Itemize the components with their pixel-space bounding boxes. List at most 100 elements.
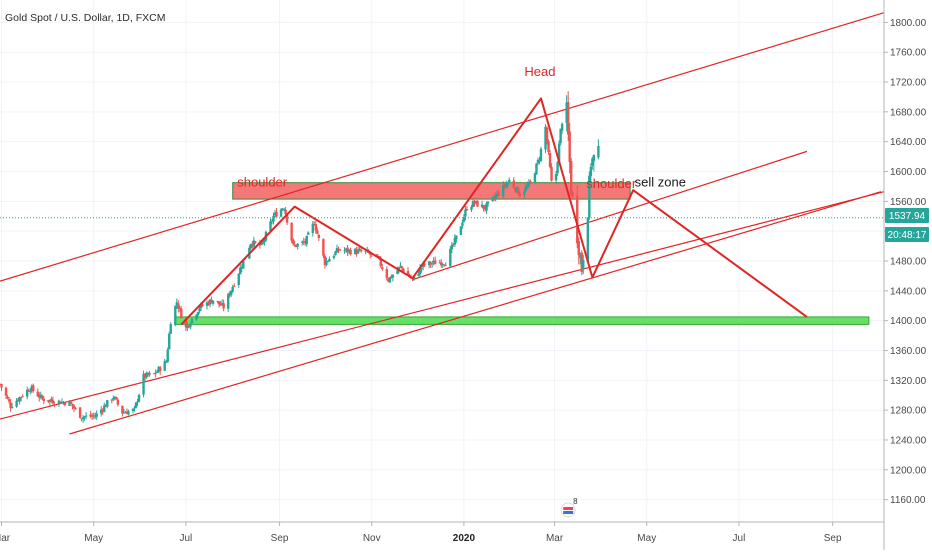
- candle-body: [441, 264, 444, 265]
- candle-body: [317, 234, 321, 238]
- candle-body: [146, 372, 150, 376]
- candle-body: [508, 179, 511, 182]
- candle-body: [301, 241, 304, 243]
- candle-body: [379, 258, 382, 267]
- candle-body: [582, 260, 585, 270]
- candle-body: [103, 405, 106, 412]
- candle-body: [205, 302, 209, 306]
- candle-body: [476, 200, 479, 207]
- candle-body: [166, 349, 169, 362]
- candle-body: [148, 373, 151, 375]
- candle-body: [60, 401, 64, 404]
- candle-body: [187, 325, 191, 327]
- candle-body: [495, 193, 499, 197]
- candle-body: [597, 146, 600, 158]
- candle-body: [50, 398, 53, 401]
- candle-body: [263, 239, 266, 242]
- candle-body: [591, 158, 594, 166]
- candle-body: [142, 373, 145, 395]
- candle-body: [343, 250, 346, 252]
- candle-body: [137, 394, 141, 402]
- candle-body: [113, 397, 117, 399]
- candle-body: [143, 373, 147, 378]
- candle-body: [452, 244, 455, 245]
- x-axis[interactable]: Mar May Jul Sep Nov 2020 Mar May Jul Sep: [0, 522, 842, 544]
- candle-body: [391, 275, 395, 278]
- grid: [0, 0, 884, 522]
- candle-body: [30, 386, 33, 392]
- candle-body: [464, 209, 467, 217]
- candle-body: [59, 401, 62, 405]
- candle-body: [7, 399, 11, 402]
- candle-body: [222, 303, 225, 309]
- candle-body: [554, 174, 558, 181]
- candle-body: [369, 253, 372, 255]
- candle-body: [322, 239, 325, 256]
- candle-body: [239, 267, 242, 275]
- candle-body: [313, 224, 316, 226]
- candle-body: [228, 293, 231, 296]
- x-tick-label: Jul: [179, 533, 192, 544]
- candle-body: [207, 302, 210, 305]
- candle-body: [576, 195, 579, 244]
- candle-body: [592, 154, 596, 162]
- candle-body: [515, 186, 518, 192]
- candle-body: [26, 389, 29, 397]
- candle-body: [557, 143, 561, 163]
- candle-body: [154, 372, 157, 374]
- candle-body: [284, 209, 287, 215]
- candle-body: [459, 226, 463, 235]
- candle-body: [254, 241, 257, 243]
- y-tick-label: 1400.00: [890, 316, 927, 327]
- candle-body: [523, 191, 526, 195]
- candle-body: [104, 405, 107, 407]
- candle-body: [78, 407, 82, 418]
- candle-body: [152, 373, 156, 375]
- candle-body: [429, 262, 432, 265]
- candle-body: [400, 266, 404, 269]
- candle-body: [304, 241, 307, 244]
- candle-body: [356, 249, 360, 254]
- candle-body: [15, 400, 18, 407]
- candle-body: [136, 401, 139, 403]
- candle-body: [512, 180, 515, 188]
- candle-body: [305, 235, 308, 245]
- resistance-zone: [232, 182, 631, 200]
- candle-body: [260, 242, 263, 245]
- candle-body: [390, 276, 393, 279]
- candle-body: [526, 185, 529, 188]
- candle-body: [491, 197, 494, 201]
- candle-body: [178, 308, 182, 309]
- candle-body: [18, 397, 21, 402]
- candle-body: [364, 250, 367, 252]
- candle-body: [189, 324, 192, 328]
- candle-body: [482, 205, 485, 209]
- candle-body: [89, 414, 92, 417]
- candle-body: [420, 267, 423, 269]
- event-marker[interactable]: 8: [560, 497, 578, 518]
- candle-body: [589, 166, 593, 177]
- candle-body: [270, 221, 274, 222]
- y-tick-label: 1800.00: [890, 18, 927, 29]
- channel-line: [0, 12, 885, 282]
- candle-body: [19, 397, 23, 398]
- candle-body: [536, 159, 540, 164]
- candle-body: [502, 184, 505, 197]
- candle-body: [443, 264, 446, 266]
- candle-body: [538, 159, 541, 161]
- candle-body: [474, 200, 478, 203]
- candle-body: [449, 248, 452, 267]
- x-tick-label: Mar: [546, 533, 564, 544]
- candle-body: [450, 244, 454, 250]
- candle-body: [273, 212, 277, 216]
- annotation-label: shoulder: [237, 174, 288, 189]
- candle-body: [57, 400, 61, 404]
- candle-body: [349, 250, 352, 255]
- candle-body: [514, 188, 517, 192]
- candle-body: [387, 278, 390, 282]
- y-tick-label: 1280.00: [890, 406, 927, 417]
- candle-body: [302, 241, 305, 243]
